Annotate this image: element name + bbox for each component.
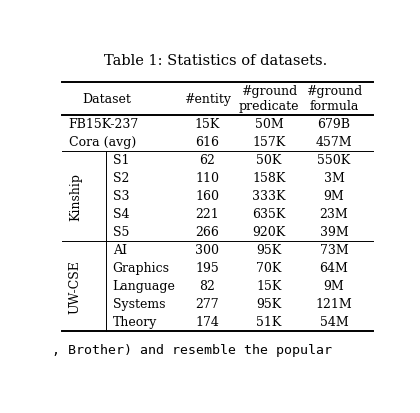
Text: , Brother) and resemble the popular: , Brother) and resemble the popular bbox=[52, 344, 333, 356]
Text: UW-CSE: UW-CSE bbox=[69, 259, 82, 313]
Text: S2: S2 bbox=[113, 172, 129, 185]
Text: AI: AI bbox=[113, 244, 127, 256]
Text: 333K: 333K bbox=[252, 190, 286, 203]
Text: 121M: 121M bbox=[316, 297, 352, 311]
Text: 64M: 64M bbox=[320, 261, 349, 275]
Text: 70K: 70K bbox=[256, 261, 282, 275]
Text: 23M: 23M bbox=[320, 208, 349, 221]
Text: 82: 82 bbox=[199, 280, 215, 292]
Text: 195: 195 bbox=[195, 261, 219, 275]
Text: Table 1: Statistics of datasets.: Table 1: Statistics of datasets. bbox=[104, 54, 327, 68]
Text: 9M: 9M bbox=[324, 190, 344, 203]
Text: FB15K-237: FB15K-237 bbox=[69, 118, 139, 131]
Text: 3M: 3M bbox=[324, 172, 344, 185]
Text: 635K: 635K bbox=[252, 208, 286, 221]
Text: 73M: 73M bbox=[320, 244, 349, 256]
Text: 51K: 51K bbox=[256, 316, 282, 328]
Text: Theory: Theory bbox=[113, 316, 157, 328]
Text: 62: 62 bbox=[199, 154, 215, 167]
Text: 54M: 54M bbox=[320, 316, 349, 328]
Text: 221: 221 bbox=[195, 208, 219, 221]
Text: S4: S4 bbox=[113, 208, 129, 221]
Text: 679B: 679B bbox=[318, 118, 351, 131]
Text: 616: 616 bbox=[195, 136, 219, 149]
Text: 920K: 920K bbox=[252, 225, 286, 239]
Text: 174: 174 bbox=[195, 316, 219, 328]
Text: Dataset: Dataset bbox=[82, 93, 131, 106]
Text: 15K: 15K bbox=[256, 280, 282, 292]
Text: 157K: 157K bbox=[252, 136, 286, 149]
Text: S1: S1 bbox=[113, 154, 129, 167]
Text: 550K: 550K bbox=[318, 154, 351, 167]
Text: S3: S3 bbox=[113, 190, 129, 203]
Text: 15K: 15K bbox=[194, 118, 220, 131]
Text: 50M: 50M bbox=[255, 118, 284, 131]
Text: #entity: #entity bbox=[184, 93, 231, 106]
Text: 50K: 50K bbox=[256, 154, 282, 167]
Text: 9M: 9M bbox=[324, 280, 344, 292]
Text: 160: 160 bbox=[195, 190, 219, 203]
Text: #ground
predicate: #ground predicate bbox=[239, 85, 299, 113]
Text: Language: Language bbox=[113, 280, 176, 292]
Text: 110: 110 bbox=[195, 172, 219, 185]
Text: S5: S5 bbox=[113, 225, 129, 239]
Text: #ground
formula: #ground formula bbox=[306, 85, 362, 113]
Text: 277: 277 bbox=[195, 297, 219, 311]
Text: Kinship: Kinship bbox=[69, 172, 82, 220]
Text: Graphics: Graphics bbox=[113, 261, 170, 275]
Text: 158K: 158K bbox=[252, 172, 286, 185]
Text: Systems: Systems bbox=[113, 297, 165, 311]
Text: 266: 266 bbox=[195, 225, 219, 239]
Text: 457M: 457M bbox=[316, 136, 352, 149]
Text: 39M: 39M bbox=[320, 225, 349, 239]
Text: 300: 300 bbox=[195, 244, 219, 256]
Text: 95K: 95K bbox=[256, 297, 281, 311]
Text: Cora (avg): Cora (avg) bbox=[69, 136, 136, 149]
Text: 95K: 95K bbox=[256, 244, 281, 256]
